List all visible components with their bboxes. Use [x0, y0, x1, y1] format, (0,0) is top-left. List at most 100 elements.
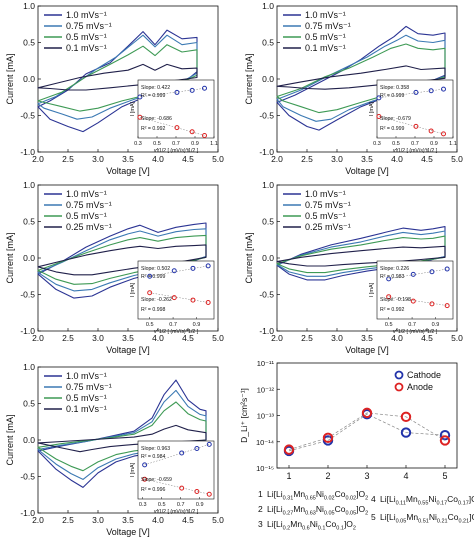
- legend-label: 0.75 mVs⁻¹: [66, 200, 112, 210]
- y-axis-label: Current [mA]: [244, 53, 254, 104]
- inset-r2-upper: R² = 0.999: [141, 274, 165, 280]
- anodic-point: [147, 273, 153, 279]
- cv-curve-2: [37, 234, 207, 285]
- formula-text: Ni: [316, 489, 324, 499]
- y-tick-label: -0.5: [259, 290, 274, 300]
- y-tick-label: 1.0: [23, 180, 35, 190]
- anodic-point: [194, 446, 200, 452]
- inset-x-tick-label: 0.7: [172, 141, 180, 147]
- y-tick-label: -0.5: [20, 111, 35, 121]
- y-tick-label: 0.5: [23, 399, 35, 409]
- subscript: 0.1: [336, 526, 344, 532]
- inset-r2-upper: R² = 0.999: [380, 93, 404, 99]
- anodic-point: [171, 268, 177, 274]
- cathodic-point: [202, 133, 207, 139]
- data-point-anode: [400, 411, 412, 423]
- legend-label: 0.75 mVs⁻¹: [66, 382, 112, 392]
- inset-slope-upper: Slope: 0.358: [380, 85, 409, 91]
- formula-text: Co: [335, 489, 346, 499]
- inset-plot: 0.3 0.5 0.7 0.9 1.1 v^1/2 [ (mV/s)^1/2 ] I [mA…: [130, 79, 218, 154]
- x-tick-label: 2.0: [271, 333, 283, 343]
- inset-plot: 0.3 0.5 0.7 0.9 1.1 v^1/2 [ (mV/s)^1/2 ] I [mA…: [369, 79, 457, 154]
- formula-text: ]O: [469, 512, 474, 522]
- subscript: 0.05: [324, 511, 335, 517]
- cv-curve-2: [37, 44, 198, 112]
- y-tick-label: 0.5: [262, 217, 274, 227]
- y-axis-label: Current [mA]: [5, 232, 15, 283]
- anodic-fit-line: [388, 268, 448, 280]
- cv-curve-1: [37, 34, 198, 120]
- y-tick-label: 0.0: [23, 253, 35, 263]
- cathodic-point: [386, 294, 392, 300]
- cv-curve-3: [276, 65, 446, 90]
- cathodic-point: [190, 297, 196, 303]
- subscript: 0.11: [396, 501, 406, 507]
- legend-label: 0.75 mVs⁻¹: [66, 21, 112, 31]
- cathodic-point: [189, 129, 195, 135]
- subscript: 0.65: [305, 496, 316, 502]
- cathodic-point: [428, 128, 434, 134]
- inset-slope-lower: Slope: -0.679: [380, 116, 411, 122]
- cathodic-point: [147, 290, 153, 296]
- inset-y-label: I [mA]: [369, 282, 375, 297]
- x-tick-label: 2.5: [62, 515, 74, 525]
- anodic-point: [179, 450, 185, 456]
- y-tick-label: -1.0: [259, 147, 274, 157]
- y-tick-label: 1.0: [23, 362, 35, 372]
- anodic-point: [413, 89, 419, 95]
- x-tick-label: 2.5: [301, 154, 313, 164]
- legend-label: 0.75 mVs⁻¹: [305, 200, 351, 210]
- x-tick-label: 4.0: [152, 333, 164, 343]
- inset-x-tick-label: 0.5: [392, 141, 400, 147]
- y-tick-label: -0.5: [259, 111, 274, 121]
- x-tick-label: 4.5: [421, 154, 433, 164]
- x-tick-label: 4.0: [391, 333, 403, 343]
- y-tick-label: 0.5: [23, 217, 35, 227]
- composition-number: 3: [258, 519, 263, 529]
- cathodic-fit-line: [149, 292, 209, 303]
- inset-x-label: v^1/2 [ (mV/s)^1/2 ]: [393, 329, 438, 335]
- inset-x-tick-label: 0.9: [191, 141, 199, 147]
- y-tick-label: -0.5: [20, 472, 35, 482]
- y-tick-label: 10⁻¹¹: [257, 359, 275, 368]
- y-axis-label: Current [mA]: [5, 53, 15, 104]
- legend-label: 1.0 mVs⁻¹: [305, 189, 346, 199]
- cathodic-point: [171, 295, 177, 301]
- series-line-anode: [288, 412, 446, 450]
- inset-slope-upper: Slope: 0.226: [380, 266, 409, 272]
- inset-x-tick-label: 0.3: [373, 141, 381, 147]
- formula-text: Mn: [293, 504, 305, 514]
- inset-x-label: v^1/2 [ (mV/s)^1/2 ]: [154, 329, 199, 335]
- anodic-point: [142, 462, 148, 468]
- inset-x-tick-label: 0.7: [169, 322, 177, 328]
- legend-marker: [394, 382, 404, 392]
- formula-text: Mn: [293, 489, 305, 499]
- y-tick-label: 10⁻¹²: [257, 385, 275, 394]
- legend-label: 0.5 mVs⁻¹: [305, 211, 346, 221]
- inset-r2-upper: R² = 0.983: [380, 274, 404, 280]
- anodic-point: [410, 271, 416, 277]
- x-tick-label: 2.5: [62, 333, 74, 343]
- legend-label: 0.5 mVs⁻¹: [305, 32, 346, 42]
- inset-frame: [376, 260, 454, 320]
- composition-number: 4: [371, 494, 376, 504]
- anodic-point: [137, 94, 143, 100]
- subscript: 2: [365, 496, 368, 502]
- formula-text: Co: [448, 512, 459, 522]
- anodic-point: [376, 95, 382, 101]
- y-axis-label: D_Li⁺ [cm²s⁻¹]: [239, 388, 249, 443]
- cathodic-point: [137, 114, 143, 120]
- anodic-point: [386, 276, 392, 282]
- composition-number: 2: [258, 504, 263, 514]
- x-tick-label: 5.0: [212, 333, 224, 343]
- data-point-anode: [322, 432, 334, 444]
- inset-slope-upper: Slope: 0.502: [141, 266, 170, 272]
- inset-y-label: I [mA]: [369, 101, 375, 116]
- anodic-point: [190, 265, 196, 271]
- x-tick-label: 3.0: [92, 154, 104, 164]
- data-point-anode: [439, 435, 451, 446]
- x-tick-label: 4.5: [421, 333, 433, 343]
- inset-r2-lower: R² = 0.999: [380, 126, 404, 132]
- inset-slope-lower: Slope: -0.686: [141, 116, 172, 122]
- x-tick-label: 2.0: [32, 154, 44, 164]
